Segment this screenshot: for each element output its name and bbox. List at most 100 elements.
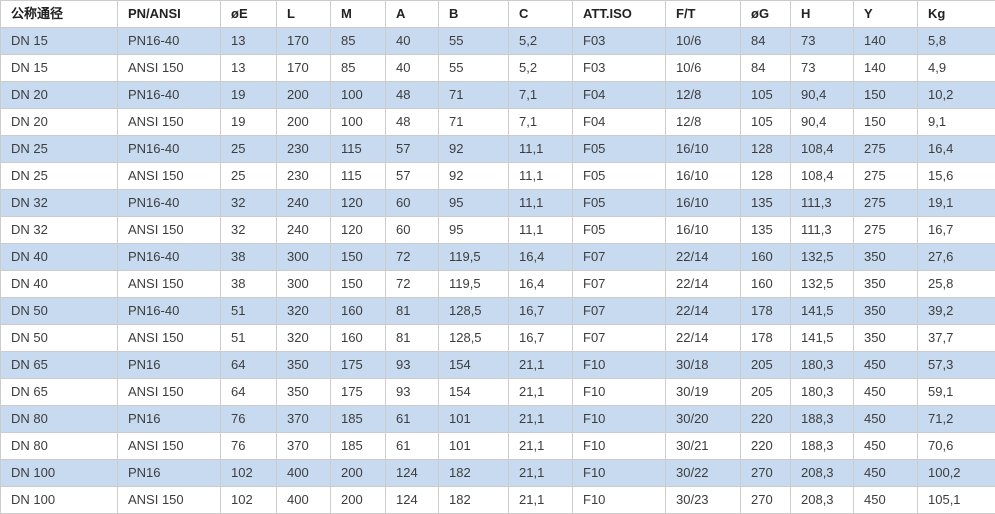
table-cell: 205 (741, 352, 791, 379)
table-cell: 60 (386, 217, 439, 244)
table-cell: 450 (854, 460, 918, 487)
table-cell: ANSI 150 (118, 325, 221, 352)
table-cell: F10 (573, 406, 666, 433)
table-cell: 120 (331, 217, 386, 244)
table-cell: F07 (573, 271, 666, 298)
table-cell: 154 (439, 352, 509, 379)
table-cell: F04 (573, 82, 666, 109)
table-cell: 180,3 (791, 379, 854, 406)
table-cell: 30/22 (666, 460, 741, 487)
table-cell: 300 (277, 244, 331, 271)
table-cell: 30/19 (666, 379, 741, 406)
table-cell: 16,4 (918, 136, 995, 163)
table-cell: 12/8 (666, 82, 741, 109)
table-cell: 200 (331, 460, 386, 487)
table-cell: 16/10 (666, 136, 741, 163)
table-cell: 160 (331, 298, 386, 325)
table-cell: 25 (221, 136, 277, 163)
column-header: A (386, 1, 439, 28)
table-cell: 182 (439, 460, 509, 487)
table-cell: 19 (221, 82, 277, 109)
table-cell: DN 65 (1, 379, 118, 406)
table-cell: 124 (386, 460, 439, 487)
table-cell: 185 (331, 433, 386, 460)
table-cell: 150 (854, 109, 918, 136)
table-cell: 37,7 (918, 325, 995, 352)
table-cell: 100,2 (918, 460, 995, 487)
table-cell: F05 (573, 163, 666, 190)
table-cell: 300 (277, 271, 331, 298)
table-cell: 108,4 (791, 136, 854, 163)
table-cell: F10 (573, 487, 666, 514)
column-header: C (509, 1, 573, 28)
table-cell: 180,3 (791, 352, 854, 379)
table-cell: 128 (741, 136, 791, 163)
table-cell: 102 (221, 460, 277, 487)
table-cell: 71 (439, 82, 509, 109)
table-cell: 178 (741, 325, 791, 352)
table-cell: 72 (386, 244, 439, 271)
table-cell: 132,5 (791, 271, 854, 298)
table-cell: 105 (741, 82, 791, 109)
table-cell: 21,1 (509, 406, 573, 433)
table-cell: ANSI 150 (118, 55, 221, 82)
table-cell: 25 (221, 163, 277, 190)
table-cell: DN 15 (1, 55, 118, 82)
table-cell: 40 (386, 55, 439, 82)
table-cell: 84 (741, 55, 791, 82)
table-cell: 188,3 (791, 433, 854, 460)
table-cell: DN 80 (1, 406, 118, 433)
table-cell: 55 (439, 28, 509, 55)
column-header: 公称通径 (1, 1, 118, 28)
table-cell: 140 (854, 28, 918, 55)
table-cell: 154 (439, 379, 509, 406)
table-cell: 350 (277, 352, 331, 379)
table-cell: 119,5 (439, 271, 509, 298)
table-cell: 73 (791, 28, 854, 55)
table-cell: DN 15 (1, 28, 118, 55)
table-cell: 81 (386, 325, 439, 352)
table-cell: 76 (221, 406, 277, 433)
table-cell: 93 (386, 352, 439, 379)
table-cell: 150 (854, 82, 918, 109)
table-cell: 16,7 (918, 217, 995, 244)
table-cell: 450 (854, 352, 918, 379)
table-cell: DN 40 (1, 271, 118, 298)
table-cell: 21,1 (509, 379, 573, 406)
table-cell: 81 (386, 298, 439, 325)
table-cell: 21,1 (509, 487, 573, 514)
table-cell: 57 (386, 163, 439, 190)
column-header: M (331, 1, 386, 28)
table-cell: F10 (573, 352, 666, 379)
table-cell: 170 (277, 55, 331, 82)
column-header: PN/ANSI (118, 1, 221, 28)
table-cell: 38 (221, 244, 277, 271)
table-cell: 11,1 (509, 136, 573, 163)
table-cell: PN16-40 (118, 28, 221, 55)
table-cell: 11,1 (509, 190, 573, 217)
table-cell: DN 32 (1, 217, 118, 244)
table-cell: F04 (573, 109, 666, 136)
table-cell: 19 (221, 109, 277, 136)
table-cell: 208,3 (791, 460, 854, 487)
table-cell: 220 (741, 433, 791, 460)
table-cell: PN16-40 (118, 190, 221, 217)
table-cell: 101 (439, 406, 509, 433)
table-cell: F05 (573, 190, 666, 217)
table-cell: F05 (573, 217, 666, 244)
table-cell: 141,5 (791, 325, 854, 352)
table-cell: 205 (741, 379, 791, 406)
table-cell: 10/6 (666, 28, 741, 55)
table-cell: DN 100 (1, 460, 118, 487)
table-cell: F10 (573, 433, 666, 460)
table-cell: 128,5 (439, 325, 509, 352)
table-cell: ANSI 150 (118, 433, 221, 460)
table-cell: 22/14 (666, 325, 741, 352)
table-cell: 140 (854, 55, 918, 82)
